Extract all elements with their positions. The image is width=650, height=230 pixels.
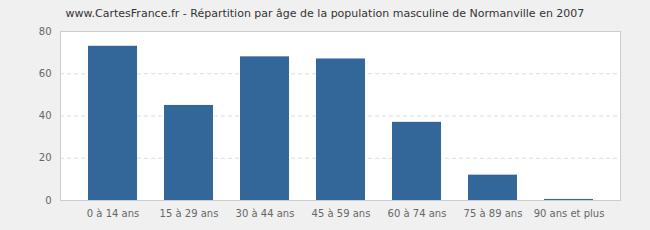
svg-text:15 à 29 ans: 15 à 29 ans	[160, 208, 219, 219]
html-text:www.CartesFrance.fr - Répartit: www.CartesFrance.fr - Répartition par âg…	[65, 7, 585, 20]
svg-text:80: 80	[39, 26, 52, 37]
svg-text:40: 40	[39, 110, 52, 121]
svg-text:60 à 74 ans: 60 à 74 ans	[388, 208, 447, 219]
svg-text:45 à 59 ans: 45 à 59 ans	[312, 208, 371, 219]
svg-text:60: 60	[39, 68, 52, 79]
svg-text:0 à 14 ans: 0 à 14 ans	[87, 208, 139, 219]
svg-text:30 à 44 ans: 30 à 44 ans	[236, 208, 295, 219]
svg-text:75 à 89 ans: 75 à 89 ans	[464, 208, 523, 219]
svg-text:20: 20	[39, 152, 52, 163]
svg-text:0: 0	[45, 195, 51, 206]
svg-text:90 ans et plus: 90 ans et plus	[534, 208, 605, 219]
